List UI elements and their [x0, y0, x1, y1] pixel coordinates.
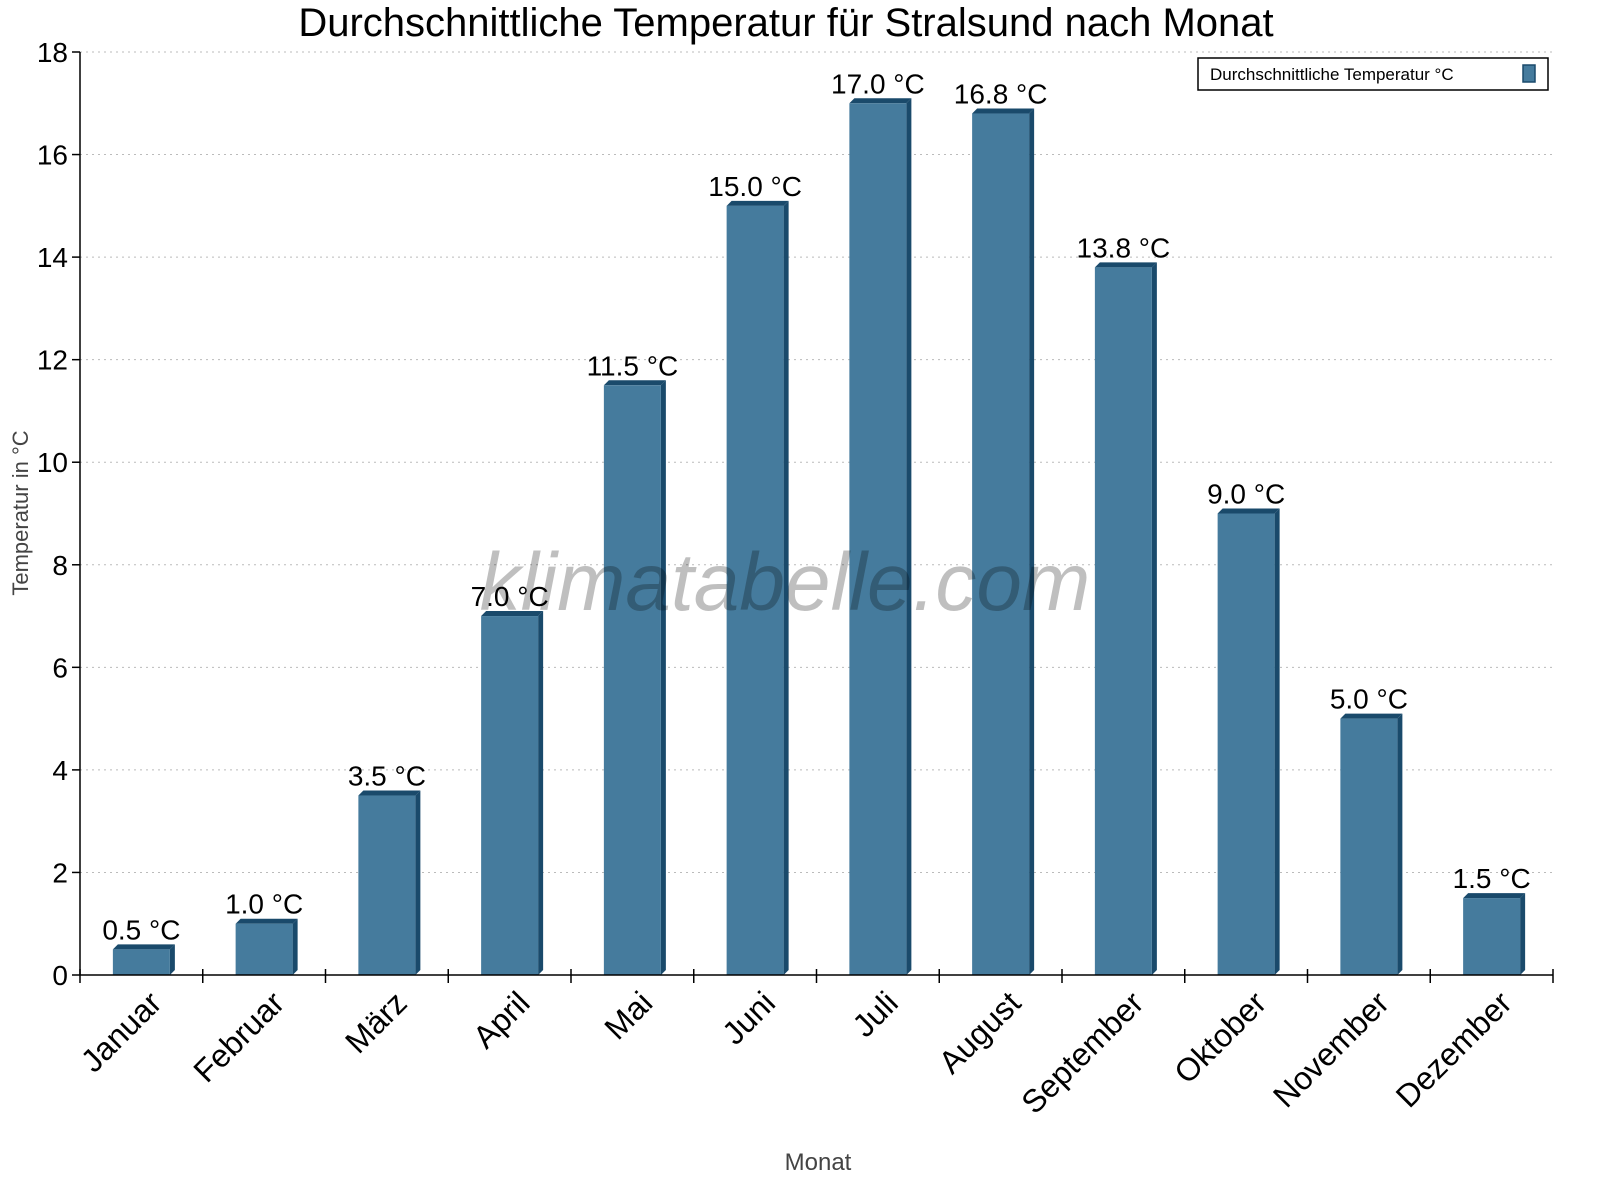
- bar-top: [1463, 893, 1526, 899]
- bar-top: [849, 98, 912, 104]
- legend-swatch: [1522, 64, 1536, 83]
- data-label: 16.8 °C: [954, 79, 1048, 110]
- grid: [80, 51, 1553, 873]
- y-tick-label: 14: [37, 242, 68, 273]
- data-label: 7.0 °C: [471, 581, 549, 612]
- y-tick-label: 12: [37, 345, 68, 376]
- bar: [358, 795, 416, 975]
- bar-side: [660, 380, 666, 975]
- bar-side: [1274, 508, 1280, 975]
- data-label: 1.5 °C: [1453, 863, 1531, 894]
- bars: 0.5 °C 1.0 °C 3.5 °C 7.0 °C 11.5 °C 15.0 °C 17…: [102, 68, 1531, 976]
- x-tick-label: April: [466, 984, 537, 1055]
- bar: [1340, 718, 1398, 975]
- chart-title: Durchschnittliche Temperatur für Stralsu…: [298, 1, 1273, 45]
- x-tick-label: August: [932, 984, 1028, 1080]
- bar-top: [1217, 508, 1280, 514]
- bar-side: [783, 200, 789, 976]
- y-tick-label: 0: [52, 960, 68, 991]
- y-axis-label: Temperatur in °C: [8, 430, 33, 595]
- data-label: 0.5 °C: [102, 914, 180, 945]
- bar-top: [358, 790, 421, 796]
- watermark: klimatabelle.com: [480, 537, 1091, 628]
- bar-side: [415, 790, 421, 975]
- y-tick-label: 18: [37, 37, 68, 68]
- data-label: 1.0 °C: [225, 889, 303, 920]
- data-label: 13.8 °C: [1077, 232, 1171, 263]
- data-label: 15.0 °C: [708, 171, 802, 202]
- bar-top: [112, 944, 175, 950]
- bar-top: [1340, 713, 1403, 719]
- x-tick-label: Juli: [845, 984, 904, 1043]
- data-label: 3.5 °C: [348, 761, 426, 792]
- bar-top: [235, 918, 298, 924]
- bar: [726, 205, 784, 976]
- bar-side: [538, 611, 544, 975]
- y-tick-label: 16: [37, 140, 68, 171]
- bar-top: [972, 108, 1035, 114]
- bar-side: [1029, 108, 1035, 976]
- bar-side: [1520, 893, 1526, 975]
- bar-top: [1094, 262, 1157, 268]
- bar: [1463, 898, 1521, 975]
- x-tick-label: März: [338, 984, 414, 1060]
- bar: [603, 385, 661, 975]
- bar: [112, 949, 170, 975]
- bar-side: [169, 944, 175, 975]
- bar-top: [726, 200, 789, 206]
- x-tick-label: Februar: [186, 984, 291, 1089]
- x-tick-label: Oktober: [1167, 984, 1273, 1090]
- x-tick-label: September: [1014, 984, 1150, 1120]
- bar: [972, 113, 1030, 976]
- x-axis-label: Monat: [785, 1149, 852, 1176]
- x-tick-label: Dezember: [1389, 984, 1519, 1114]
- y-tick-label: 10: [37, 447, 68, 478]
- legend-box: [1197, 57, 1549, 91]
- legend: Durchschnittliche Temperatur °C: [1197, 57, 1549, 91]
- bar-top: [481, 611, 544, 617]
- x-tick-label: Juni: [715, 984, 782, 1051]
- y-tick-label: 6: [52, 652, 68, 683]
- legend-label: Durchschnittliche Temperatur °C: [1210, 65, 1454, 84]
- data-label: 5.0 °C: [1330, 684, 1408, 715]
- bar-side: [1397, 713, 1403, 975]
- bar-side: [1151, 262, 1157, 975]
- bar: [849, 103, 907, 976]
- data-label: 17.0 °C: [831, 68, 925, 99]
- bar: [235, 923, 293, 975]
- bar-top: [603, 380, 666, 386]
- bar: [1217, 513, 1275, 975]
- bar-side: [906, 98, 912, 976]
- bar-side: [292, 918, 298, 975]
- y-tick-label: 4: [52, 755, 68, 786]
- data-label: 9.0 °C: [1207, 479, 1285, 510]
- x-tick-label: Januar: [74, 984, 169, 1079]
- x-tick-label: Mai: [597, 984, 659, 1046]
- data-label: 11.5 °C: [587, 350, 679, 381]
- bar: [481, 616, 539, 975]
- bar: [1094, 267, 1152, 975]
- y-tick-label: 2: [52, 857, 68, 888]
- y-tick-label: 8: [52, 550, 68, 581]
- x-tick-label: November: [1266, 984, 1396, 1114]
